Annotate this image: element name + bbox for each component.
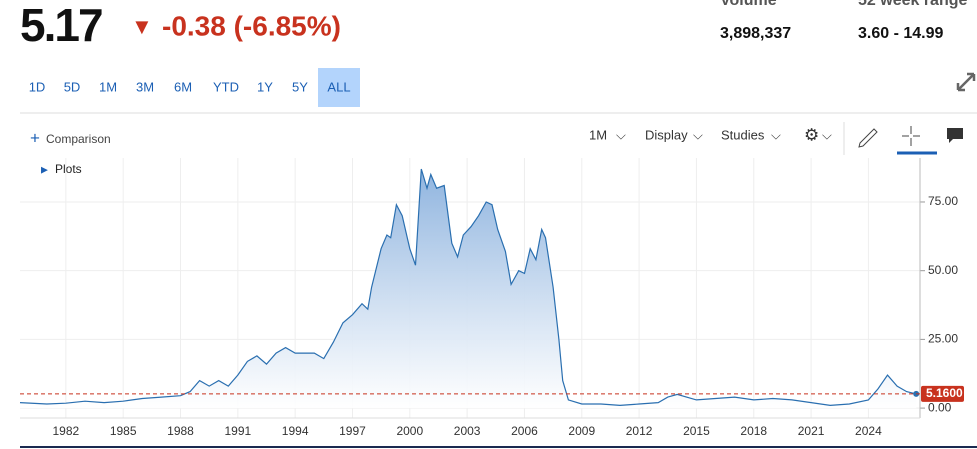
x-tick-label: 2024 [855,424,882,438]
plot: 1982 1985 1988 1991 1994 1997 2000 2003 2006 2009… [19,158,964,438]
x-tick-label: 2021 [798,424,825,438]
x-tick-label: 1982 [53,424,80,438]
x-tick-label: 2018 [740,424,767,438]
x-tick-label: 1991 [224,424,251,438]
range-button[interactable]: 1M [99,79,117,94]
x-tick-label: 1994 [282,424,309,438]
range-bar: 1D 5D 1M 3M 6M YTD 1Y 5Y ALL [29,68,360,107]
chevron: ⌵ [693,127,703,142]
range-button[interactable]: 1Y [257,79,273,94]
stat-label: 52 week range [858,0,968,9]
range-button[interactable]: 5D [64,79,81,94]
x-tick-label: 2009 [568,424,595,438]
range-button[interactable]: ALL [327,79,350,94]
area-fill [20,169,917,409]
range-button[interactable]: 1D [29,79,46,94]
studies[interactable]: Studies [721,127,765,142]
stat-label: Volume [720,0,777,9]
range-button[interactable]: YTD [213,79,239,94]
x-tick-label: 1985 [110,424,137,438]
x-tick-label: 1997 [339,424,366,438]
change: -0.38 (-6.85%) [162,10,341,41]
x-tick-label: 2015 [683,424,710,438]
plots-arrow[interactable]: ▶ [41,164,48,174]
chevron: ⌵ [822,127,832,142]
crosshair-icon[interactable] [902,126,920,146]
draw-icon[interactable] [858,128,878,148]
x-tick-label: 2012 [626,424,653,438]
price: 5.17 [20,0,102,51]
plus-icon[interactable]: + [30,128,40,147]
x-tick-label: 1988 [167,424,194,438]
y-tick-label: 75.00 [928,194,958,208]
chevron: ⌵ [771,127,781,142]
x-tick-label: 2000 [396,424,423,438]
chevron: ⌵ [616,127,626,142]
y-tick-label: 25.00 [928,332,958,346]
gear-icon[interactable]: ⚙ [804,125,819,144]
reference-label: 5.1600 [926,386,963,400]
display[interactable]: Display [645,127,688,142]
y-tick-label: 50.00 [928,263,958,277]
price-line [19,168,917,407]
range-active [318,68,360,107]
comparison[interactable]: Comparison [46,132,111,146]
range-button[interactable]: 5Y [292,79,308,94]
x-tick-label: 2003 [454,424,481,438]
expand-icon[interactable] [956,72,976,92]
range-button[interactable]: 6M [174,79,192,94]
interval[interactable]: 1M [589,127,607,142]
stat-value: 3,898,337 [720,25,791,42]
stat-value: 3.60 - 14.99 [858,25,944,42]
reference-box [921,385,964,402]
plots[interactable]: Plots [55,162,82,176]
x-tick-label: 2006 [511,424,538,438]
change-arrow: ▼ [131,14,153,39]
range-button[interactable]: 3M [136,79,154,94]
comment-icon[interactable] [947,128,963,143]
y-tick-label: 0.00 [928,400,952,414]
